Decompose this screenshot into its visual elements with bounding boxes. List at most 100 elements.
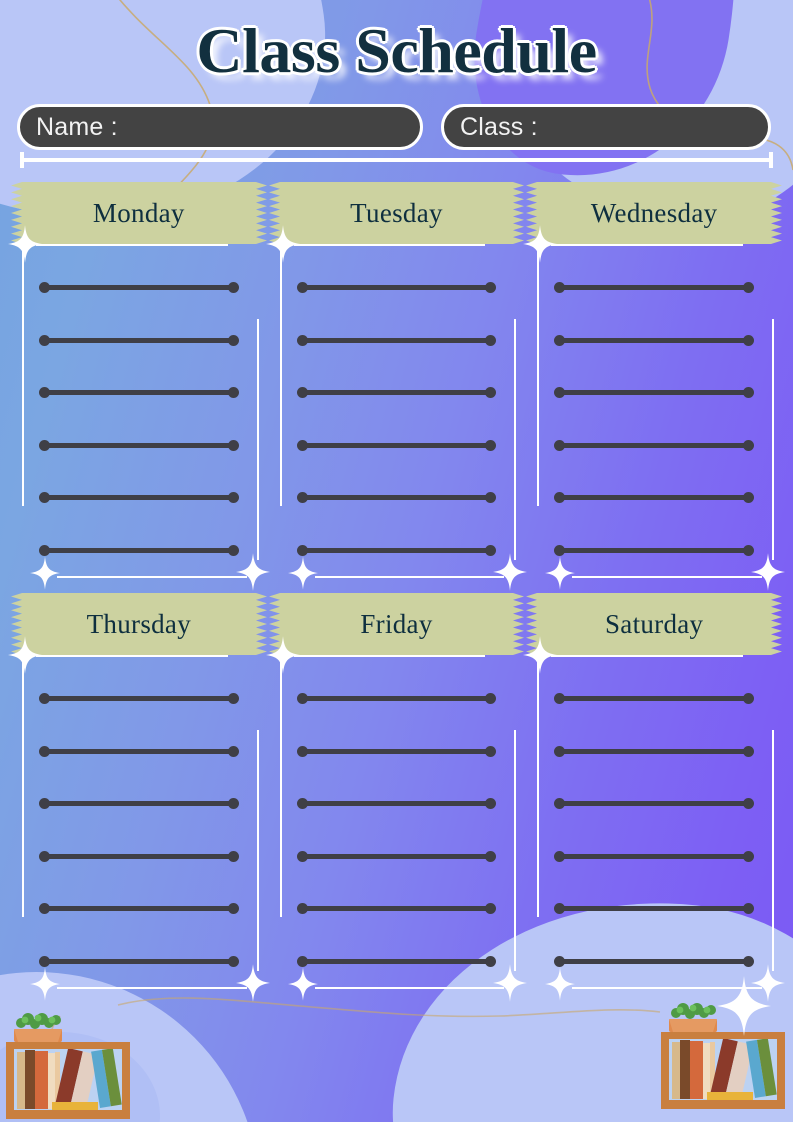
page-title: Class Schedule [196,15,597,86]
day-label: Tuesday [350,197,443,228]
schedule-line[interactable] [296,693,497,704]
line-dot-right [743,798,754,810]
line-bar [44,801,234,807]
line-dot-right [227,492,239,504]
schedule-line[interactable] [296,492,497,504]
line-bar [559,748,749,754]
schedule-grid: Monday [8,182,785,1002]
line-bar [559,853,749,859]
day-card: Saturday [523,593,785,1002]
line-bar [301,442,492,448]
line-dot-right [743,334,754,346]
line-dot-right [227,387,239,399]
line-bar [559,801,749,807]
schedule-line[interactable] [554,955,754,967]
line-bar [301,801,492,807]
schedule-line[interactable] [39,850,239,862]
line-bar [44,958,234,964]
schedule-line[interactable] [296,334,497,346]
line-bar [301,906,492,912]
schedule-line[interactable] [296,439,497,451]
schedule-line[interactable] [296,282,497,293]
day-card: Thursday [8,593,270,1002]
day-banner: Wednesday [526,182,782,244]
schedule-line[interactable] [296,544,497,556]
line-bar [559,285,749,290]
day-label: Friday [360,608,433,639]
line-bar [44,906,234,912]
schedule-line[interactable] [39,334,239,346]
line-bar [301,696,492,701]
schedule-line[interactable] [39,439,239,451]
day-card: Friday [265,593,528,1002]
schedule-line[interactable] [39,903,239,915]
line-bar [559,547,749,553]
name-field-label: Name : [36,112,118,141]
name-field[interactable]: Name : [17,104,423,150]
day-card: Tuesday [265,182,528,591]
line-dot-right [743,544,754,556]
schedule-line[interactable] [39,282,239,293]
line-dot-right [227,850,239,862]
schedule-line[interactable] [296,745,497,757]
line-bar [44,547,234,553]
line-dot-right [485,850,497,862]
line-dot-right [743,387,754,399]
line-dot-right [485,439,497,451]
bookshelf-icon-right [661,1003,785,1109]
line-dot-right [743,282,754,293]
schedule-line[interactable] [554,334,754,346]
schedule-line[interactable] [554,850,754,862]
bookshelf-icon-left [6,1013,130,1119]
schedule-line[interactable] [554,439,754,451]
header-fields: Name : Class : [17,104,771,150]
line-dot-right [743,492,754,504]
line-dot-right [227,798,239,810]
line-bar [301,748,492,754]
line-bar [301,958,492,964]
schedule-line[interactable] [554,387,754,399]
class-field-label: Class : [460,112,538,141]
day-label: Monday [92,197,185,228]
schedule-line[interactable] [39,955,239,967]
schedule-line[interactable] [39,798,239,810]
banner-serrated-edge-right [513,593,525,655]
line-bar [44,337,234,343]
schedule-line[interactable] [296,903,497,915]
day-lines [17,655,261,993]
line-bar [301,853,492,859]
line-bar [301,285,492,290]
class-field[interactable]: Class : [441,104,771,150]
schedule-line[interactable] [554,282,754,293]
schedule-line[interactable] [554,693,754,704]
day-banner: Thursday [11,593,267,655]
day-label: Saturday [604,608,704,639]
schedule-line[interactable] [296,850,497,862]
schedule-line[interactable] [554,903,754,915]
line-bar [559,906,749,912]
schedule-line[interactable] [554,544,754,556]
schedule-line[interactable] [296,387,497,399]
schedule-line[interactable] [554,745,754,757]
schedule-line[interactable] [554,492,754,504]
line-bar [44,442,234,448]
line-dot-right [485,387,497,399]
line-dot-right [485,955,497,967]
line-dot-right [743,850,754,862]
schedule-line[interactable] [554,798,754,810]
schedule-line[interactable] [296,798,497,810]
day-banner: Saturday [526,593,782,655]
schedule-line[interactable] [39,387,239,399]
line-bar [559,442,749,448]
line-bar [44,390,234,396]
schedule-line[interactable] [39,544,239,556]
schedule-line[interactable] [296,955,497,967]
schedule-line[interactable] [39,693,239,704]
banner-serrated-edge-right [513,182,525,244]
header-divider-rule [20,152,773,168]
schedule-line[interactable] [39,745,239,757]
line-bar [301,495,492,501]
banner-serrated-edge-left [11,593,22,655]
line-bar [44,853,234,859]
schedule-line[interactable] [39,492,239,504]
